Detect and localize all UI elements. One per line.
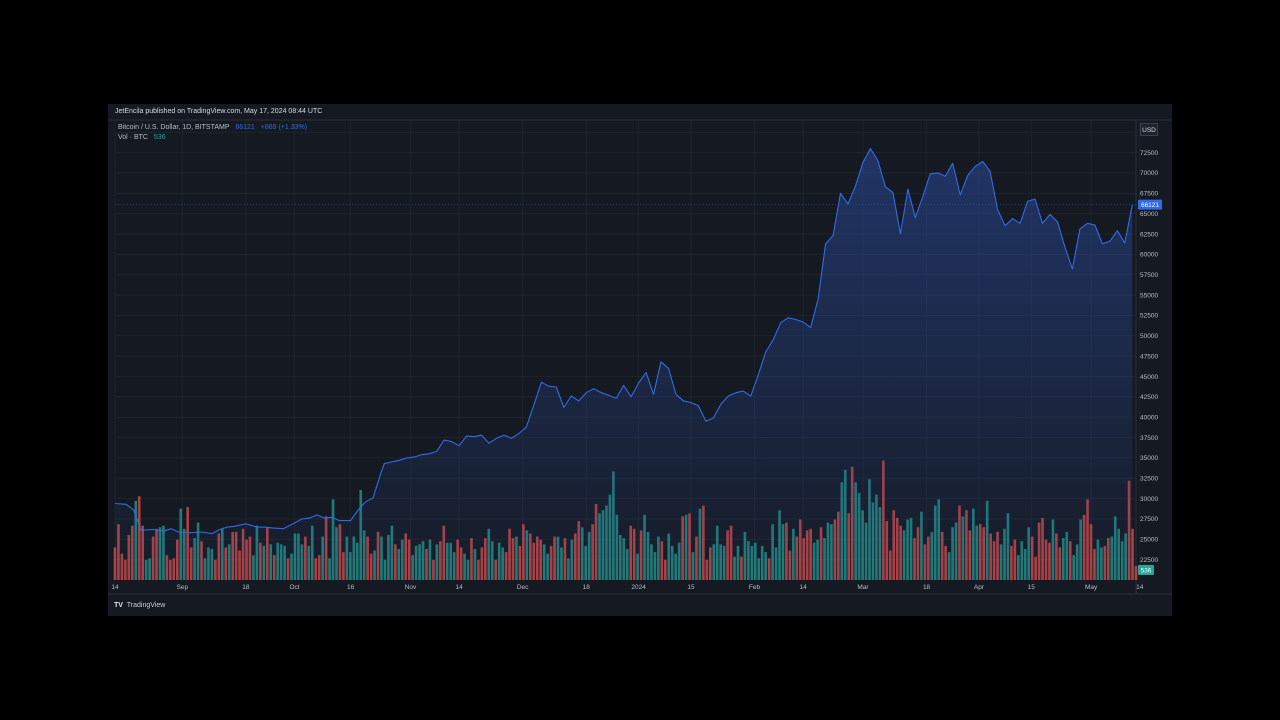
x-tick-label: 18 bbox=[923, 584, 931, 591]
y-tick-label: 22500 bbox=[1140, 557, 1158, 564]
y-tick-label: 50000 bbox=[1140, 333, 1158, 340]
y-tick-label: 72500 bbox=[1140, 150, 1158, 157]
x-tick-label: 18 bbox=[242, 584, 250, 591]
volume-label: Vol · BTC bbox=[118, 134, 148, 141]
price-chart[interactable]: 22500 25000 27500 30000 32500 35000 37500 40000… bbox=[108, 104, 1172, 616]
price-line[interactable] bbox=[114, 147, 1133, 535]
y-tick-label: 60000 bbox=[1140, 252, 1158, 259]
x-tick-label: 15 bbox=[1028, 584, 1036, 591]
symbol-legend: Bitcoin / U.S. Dollar, 1D, BITSTAMP 6612… bbox=[118, 124, 307, 131]
y-tick-label: 40000 bbox=[1140, 414, 1158, 421]
x-tick-label: Apr bbox=[974, 584, 985, 591]
volume-bar bbox=[1131, 528, 1134, 580]
y-tick-label: 42500 bbox=[1140, 394, 1158, 401]
x-tick-label: Mar bbox=[857, 584, 869, 591]
volume-value: 536 bbox=[153, 134, 166, 141]
y-tick-label: 25000 bbox=[1140, 537, 1158, 544]
y-tick-label: 37500 bbox=[1140, 435, 1158, 442]
x-tick-label: 2024 bbox=[631, 584, 646, 591]
last-price-tag-label: 66121 bbox=[1141, 202, 1159, 209]
y-tick-label: 65000 bbox=[1140, 211, 1158, 218]
x-tick-label: Dec bbox=[517, 584, 529, 591]
currency-button[interactable]: USD bbox=[1140, 123, 1158, 136]
volume-tag-label: 536 bbox=[1141, 567, 1152, 574]
last-price: 66121 bbox=[235, 124, 255, 131]
price-area-fill bbox=[115, 148, 1133, 580]
x-tick-label: Feb bbox=[749, 584, 761, 591]
y-tick-label: 67500 bbox=[1140, 191, 1158, 198]
y-tick-label: 35000 bbox=[1140, 455, 1158, 462]
price-change: +869 (+1.33%) bbox=[260, 124, 308, 131]
x-tick-label: Nov bbox=[405, 584, 417, 591]
tradingview-logo[interactable]: TV TradingView bbox=[114, 602, 165, 609]
y-tick-label: 57500 bbox=[1140, 272, 1158, 279]
publish-header: JetEncila published on TradingView.com, … bbox=[115, 108, 323, 115]
x-tick-label: 14 bbox=[455, 584, 463, 591]
y-tick-label: 62500 bbox=[1140, 231, 1158, 238]
x-tick-label: 18 bbox=[583, 584, 591, 591]
x-tick-label: Sep bbox=[177, 584, 189, 591]
x-tick-label: May bbox=[1085, 584, 1098, 591]
x-tick-label: 14 bbox=[111, 584, 119, 591]
y-tick-label: 30000 bbox=[1140, 496, 1158, 503]
x-tick-label: 14 bbox=[800, 584, 808, 591]
tradingview-name: TradingView bbox=[126, 602, 166, 609]
chart-frame: 22500 25000 27500 30000 32500 35000 37500 40000… bbox=[108, 104, 1172, 616]
last-price-tag bbox=[1138, 199, 1162, 210]
y-tick-label: 70000 bbox=[1140, 170, 1158, 177]
x-tick-label: 15 bbox=[687, 584, 695, 591]
tradingview-mark-icon: TV bbox=[114, 602, 123, 609]
x-tick-label: 16 bbox=[347, 584, 355, 591]
volume-legend: Vol · BTC 536 bbox=[118, 134, 166, 141]
y-tick-label: 55000 bbox=[1140, 292, 1158, 299]
x-tick-label: 14 bbox=[1136, 584, 1144, 591]
y-tick-label: 52500 bbox=[1140, 313, 1158, 320]
y-tick-label: 32500 bbox=[1140, 476, 1158, 483]
symbol-title: Bitcoin / U.S. Dollar, 1D, BITSTAMP bbox=[118, 124, 230, 131]
y-tick-label: 45000 bbox=[1140, 374, 1158, 381]
y-tick-label: 27500 bbox=[1140, 516, 1158, 523]
y-tick-label: 47500 bbox=[1140, 353, 1158, 360]
volume-tag bbox=[1138, 565, 1154, 575]
volume-bar bbox=[1134, 566, 1138, 580]
x-tick-label: Oct bbox=[289, 584, 299, 591]
